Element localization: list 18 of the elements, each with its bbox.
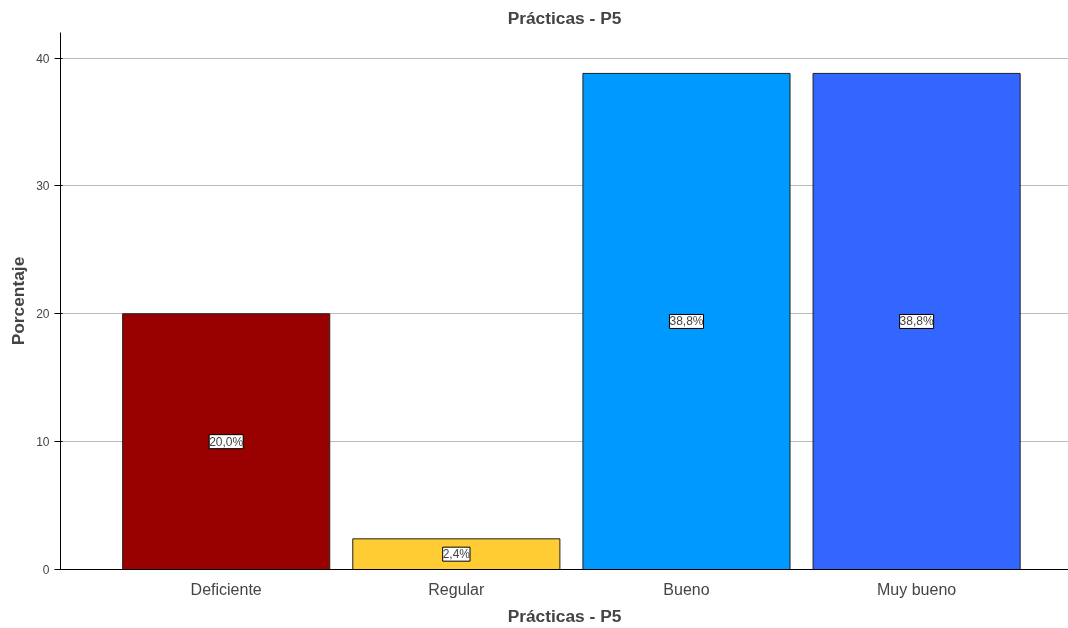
bar [122,313,331,570]
y-axis-title: Porcentaje [8,256,29,346]
bar [812,72,1021,570]
bar [352,538,561,570]
x-tick-label: Deficiente [190,580,262,598]
x-tick-label: Bueno [663,580,710,598]
x-axis-title: Prácticas - P5 [507,605,622,626]
y-tick-label: 10 [36,435,50,450]
data-label: 20,0% [209,434,244,449]
x-tick-label: Regular [428,580,486,598]
chart-title: Prácticas - P5 [507,7,622,28]
x-tick-label: Muy bueno [877,580,957,598]
y-tick-label: 0 [42,563,50,577]
y-tick-label: 30 [36,179,50,194]
y-tick-label: 40 [36,51,50,66]
bar [582,72,791,570]
data-label: 38,8% [669,314,704,329]
y-tick-label: 20 [36,307,50,322]
